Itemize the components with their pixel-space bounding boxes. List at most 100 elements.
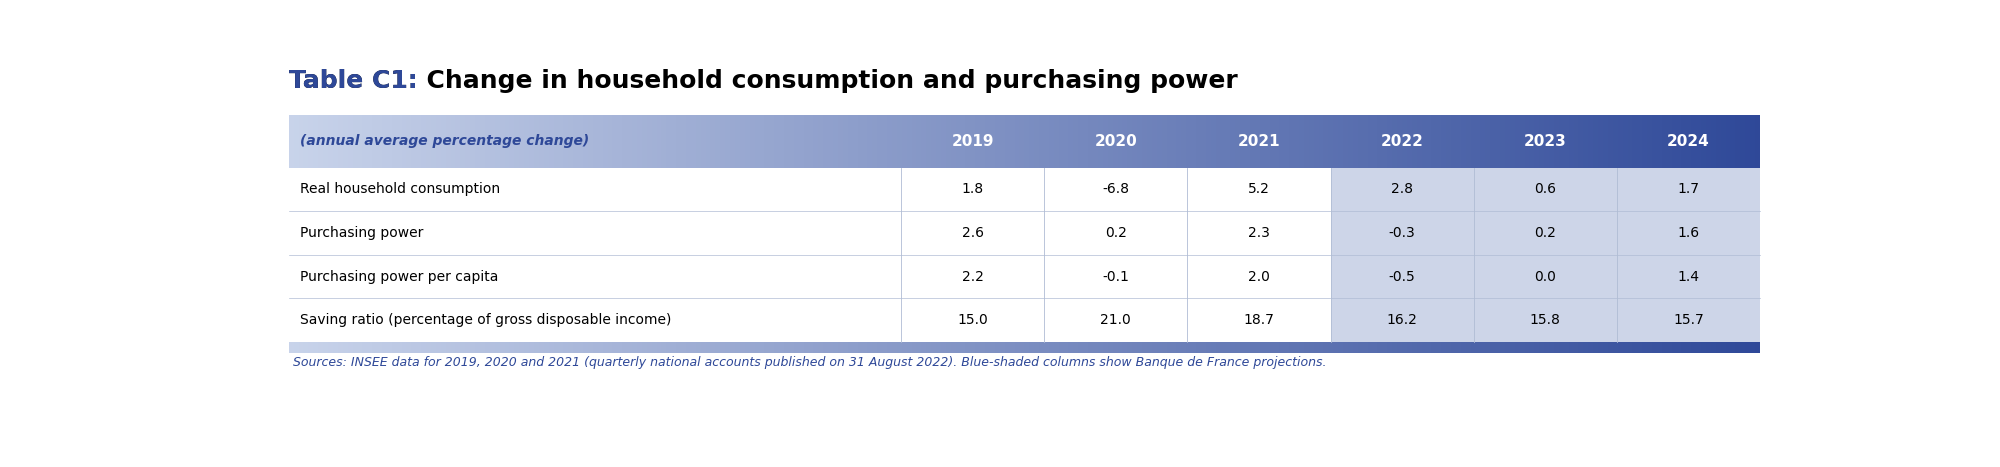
FancyBboxPatch shape — [1652, 115, 1656, 168]
FancyBboxPatch shape — [970, 115, 976, 168]
FancyBboxPatch shape — [1314, 115, 1318, 168]
FancyBboxPatch shape — [318, 115, 324, 168]
FancyBboxPatch shape — [872, 115, 878, 168]
FancyBboxPatch shape — [544, 342, 548, 353]
FancyBboxPatch shape — [1132, 342, 1138, 353]
FancyBboxPatch shape — [902, 342, 906, 353]
FancyBboxPatch shape — [1122, 115, 1128, 168]
Text: -6.8: -6.8 — [1102, 183, 1130, 197]
FancyBboxPatch shape — [916, 115, 922, 168]
FancyBboxPatch shape — [1740, 115, 1746, 168]
FancyBboxPatch shape — [416, 342, 422, 353]
FancyBboxPatch shape — [788, 342, 794, 353]
FancyBboxPatch shape — [1476, 342, 1480, 353]
FancyBboxPatch shape — [440, 115, 446, 168]
Text: 2019: 2019 — [952, 134, 994, 149]
FancyBboxPatch shape — [1422, 115, 1426, 168]
FancyBboxPatch shape — [824, 342, 828, 353]
FancyBboxPatch shape — [338, 115, 342, 168]
FancyBboxPatch shape — [1186, 342, 1192, 353]
FancyBboxPatch shape — [622, 115, 628, 168]
FancyBboxPatch shape — [510, 342, 514, 353]
FancyBboxPatch shape — [1230, 342, 1236, 353]
FancyBboxPatch shape — [308, 342, 314, 353]
FancyBboxPatch shape — [852, 115, 858, 168]
FancyBboxPatch shape — [1504, 342, 1510, 353]
FancyBboxPatch shape — [1402, 115, 1406, 168]
FancyBboxPatch shape — [976, 115, 980, 168]
FancyBboxPatch shape — [1602, 115, 1608, 168]
FancyBboxPatch shape — [1436, 115, 1442, 168]
Text: Purchasing power: Purchasing power — [300, 226, 422, 240]
FancyBboxPatch shape — [730, 342, 736, 353]
FancyBboxPatch shape — [1112, 342, 1118, 353]
FancyBboxPatch shape — [1298, 342, 1304, 353]
FancyBboxPatch shape — [1750, 115, 1756, 168]
FancyBboxPatch shape — [1246, 115, 1250, 168]
FancyBboxPatch shape — [1058, 342, 1064, 353]
FancyBboxPatch shape — [1294, 115, 1298, 168]
FancyBboxPatch shape — [970, 342, 976, 353]
FancyBboxPatch shape — [780, 115, 784, 168]
FancyBboxPatch shape — [1450, 115, 1456, 168]
FancyBboxPatch shape — [878, 342, 882, 353]
FancyBboxPatch shape — [396, 115, 402, 168]
FancyBboxPatch shape — [1236, 115, 1240, 168]
FancyBboxPatch shape — [1048, 342, 1054, 353]
FancyBboxPatch shape — [1524, 115, 1530, 168]
FancyBboxPatch shape — [534, 115, 538, 168]
FancyBboxPatch shape — [906, 342, 912, 353]
FancyBboxPatch shape — [324, 342, 328, 353]
FancyBboxPatch shape — [1628, 115, 1632, 168]
Text: Saving ratio (percentage of gross disposable income): Saving ratio (percentage of gross dispos… — [300, 313, 670, 327]
FancyBboxPatch shape — [1338, 115, 1344, 168]
FancyBboxPatch shape — [1486, 115, 1490, 168]
FancyBboxPatch shape — [1612, 115, 1618, 168]
FancyBboxPatch shape — [1280, 342, 1284, 353]
FancyBboxPatch shape — [1720, 342, 1726, 353]
FancyBboxPatch shape — [1588, 342, 1594, 353]
FancyBboxPatch shape — [1196, 115, 1200, 168]
Text: 2.0: 2.0 — [1248, 269, 1270, 283]
Text: 0.2: 0.2 — [1534, 226, 1556, 240]
FancyBboxPatch shape — [1632, 342, 1638, 353]
FancyBboxPatch shape — [672, 342, 676, 353]
FancyBboxPatch shape — [736, 115, 740, 168]
FancyBboxPatch shape — [288, 298, 1330, 342]
Text: 0.0: 0.0 — [1534, 269, 1556, 283]
FancyBboxPatch shape — [544, 115, 548, 168]
FancyBboxPatch shape — [1574, 342, 1578, 353]
FancyBboxPatch shape — [1750, 342, 1756, 353]
FancyBboxPatch shape — [1034, 115, 1040, 168]
FancyBboxPatch shape — [548, 342, 554, 353]
FancyBboxPatch shape — [1514, 342, 1520, 353]
FancyBboxPatch shape — [1138, 115, 1142, 168]
FancyBboxPatch shape — [1156, 115, 1162, 168]
FancyBboxPatch shape — [582, 342, 588, 353]
FancyBboxPatch shape — [1520, 115, 1524, 168]
FancyBboxPatch shape — [1328, 342, 1334, 353]
FancyBboxPatch shape — [342, 342, 348, 353]
FancyBboxPatch shape — [510, 115, 514, 168]
FancyBboxPatch shape — [612, 342, 618, 353]
FancyBboxPatch shape — [1314, 342, 1318, 353]
FancyBboxPatch shape — [1246, 342, 1250, 353]
FancyBboxPatch shape — [1304, 115, 1308, 168]
FancyBboxPatch shape — [1118, 342, 1122, 353]
FancyBboxPatch shape — [922, 115, 926, 168]
FancyBboxPatch shape — [1152, 342, 1156, 353]
FancyBboxPatch shape — [412, 342, 416, 353]
FancyBboxPatch shape — [1020, 115, 1024, 168]
FancyBboxPatch shape — [1554, 115, 1558, 168]
FancyBboxPatch shape — [940, 342, 946, 353]
FancyBboxPatch shape — [862, 342, 868, 353]
FancyBboxPatch shape — [1730, 115, 1736, 168]
FancyBboxPatch shape — [1260, 115, 1264, 168]
Text: -0.1: -0.1 — [1102, 269, 1130, 283]
FancyBboxPatch shape — [1362, 115, 1368, 168]
FancyBboxPatch shape — [1132, 115, 1138, 168]
FancyBboxPatch shape — [1702, 342, 1706, 353]
FancyBboxPatch shape — [568, 115, 574, 168]
FancyBboxPatch shape — [672, 115, 676, 168]
FancyBboxPatch shape — [1682, 342, 1686, 353]
